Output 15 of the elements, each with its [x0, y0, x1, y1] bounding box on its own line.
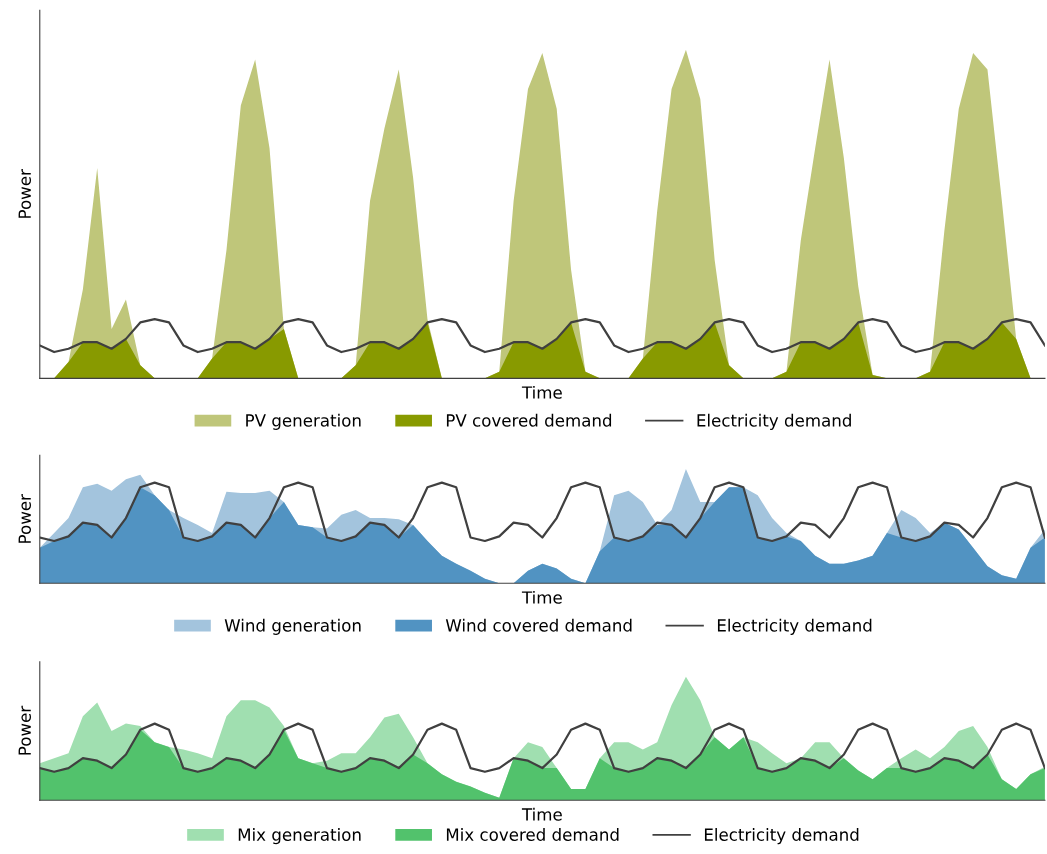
legend-label: Wind covered demand [445, 618, 632, 632]
legend-label: Mix covered demand [446, 828, 619, 841]
legend-label: Electricity demand [717, 618, 872, 635]
y-axis-title: Power [18, 169, 31, 218]
legend-label: PV covered demand [446, 413, 612, 427]
x-axis-title: Time [521, 590, 562, 604]
legend-label: Electricity demand [704, 828, 859, 845]
legend-label: Electricity demand [697, 413, 851, 430]
legend-label: PV generation [246, 413, 361, 430]
x-axis-title: Time [521, 807, 562, 821]
y-axis-title: Power [18, 494, 31, 543]
y-axis-title: Power [18, 705, 31, 755]
x-axis-title: Time [521, 385, 562, 399]
legend-label: Mix generation [238, 828, 361, 845]
legend-label: Wind generation [224, 618, 361, 635]
